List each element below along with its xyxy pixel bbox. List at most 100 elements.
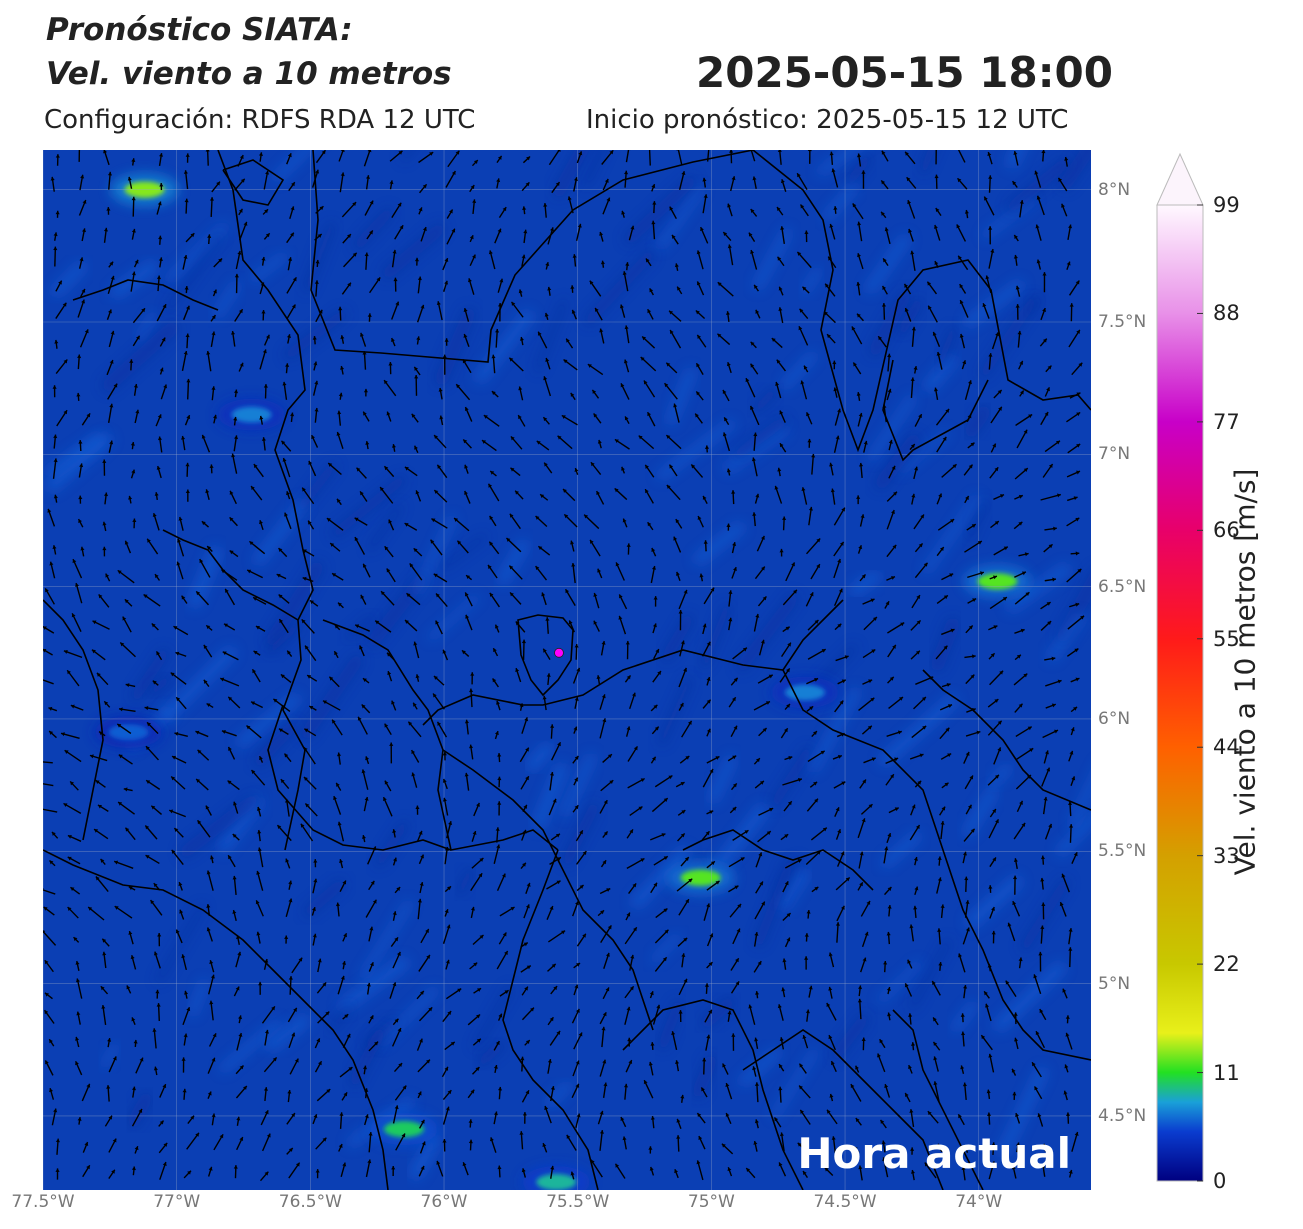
wind-arrow bbox=[576, 151, 583, 164]
wind-arrow bbox=[286, 276, 297, 294]
wind-arrow bbox=[834, 807, 840, 817]
wind-arrow bbox=[835, 655, 849, 662]
wind-arrow bbox=[206, 870, 214, 891]
wind-arrow bbox=[676, 150, 683, 165]
wind-arrow bbox=[467, 1089, 475, 1099]
wind-arrow bbox=[341, 201, 357, 218]
wind-arrow bbox=[145, 745, 159, 761]
wind-arrow bbox=[879, 1119, 887, 1129]
wind-arrow bbox=[181, 954, 188, 971]
wind-arrow bbox=[327, 462, 342, 476]
wind-arrow bbox=[625, 640, 630, 660]
wind-arrow bbox=[184, 990, 189, 999]
wind-arrow bbox=[175, 651, 187, 657]
wind-arrow bbox=[678, 1010, 683, 1023]
wind-arrow bbox=[384, 545, 394, 558]
wind-arrow bbox=[132, 335, 141, 347]
wind-arrow bbox=[364, 200, 374, 216]
wind-arrow bbox=[114, 905, 133, 919]
wind-arrow bbox=[796, 251, 812, 269]
wind-arrow bbox=[1011, 180, 1018, 188]
wind-arrow bbox=[465, 614, 473, 631]
wind-arrow bbox=[303, 776, 317, 790]
wind-arrow bbox=[131, 196, 136, 217]
hotspot-core bbox=[383, 1121, 424, 1138]
wind-arrow bbox=[857, 412, 863, 427]
wind-arrow bbox=[706, 880, 720, 891]
wind-arrow bbox=[205, 624, 213, 631]
wind-arrow bbox=[806, 798, 819, 812]
wind-arrow bbox=[444, 1041, 456, 1051]
wind-arrow bbox=[823, 311, 836, 324]
wind-arrow bbox=[696, 1112, 706, 1124]
wind-arrow bbox=[745, 1167, 756, 1179]
wind-arrow bbox=[1042, 1143, 1047, 1152]
wind-arrow bbox=[469, 962, 478, 970]
wind-arrow bbox=[156, 1003, 161, 1022]
wind-arrow bbox=[175, 696, 187, 710]
wind-arrow bbox=[471, 857, 484, 869]
wind-arrow bbox=[253, 463, 264, 478]
wind-arrow bbox=[418, 854, 425, 865]
wind-arrow bbox=[904, 1092, 911, 1103]
wind-arrow bbox=[284, 512, 292, 530]
wind-arrow bbox=[498, 303, 503, 322]
lon-tick-label: 75°W bbox=[687, 1192, 735, 1212]
wind-arrow bbox=[1044, 823, 1053, 840]
wind-arrow bbox=[256, 931, 261, 944]
wind-arrow bbox=[855, 1065, 860, 1073]
wind-arrow bbox=[675, 571, 681, 581]
wind-arrow bbox=[445, 170, 457, 188]
wind-arrow bbox=[565, 338, 574, 349]
wind-arrow bbox=[625, 912, 631, 921]
wind-arrow bbox=[231, 330, 236, 347]
wind-arrow bbox=[932, 1041, 941, 1051]
wind-arrow bbox=[652, 670, 662, 683]
wind-arrow bbox=[587, 363, 604, 376]
wind-arrow bbox=[907, 199, 916, 219]
wind-arrow bbox=[603, 952, 610, 969]
wind-arrow bbox=[108, 1169, 116, 1179]
wind-arrow bbox=[798, 1085, 811, 1099]
wind-arrow bbox=[304, 645, 317, 662]
wind-arrow bbox=[92, 620, 110, 630]
wind-arrow bbox=[885, 773, 895, 786]
wind-arrow bbox=[498, 206, 507, 218]
wind-arrow bbox=[909, 1109, 915, 1128]
wind-streak bbox=[657, 676, 693, 746]
wind-arrow bbox=[547, 930, 566, 943]
wind-arrow bbox=[964, 900, 970, 918]
wind-arrow bbox=[195, 778, 209, 791]
wind-arrow bbox=[621, 210, 626, 218]
wind-arrow bbox=[455, 383, 471, 401]
wind-streak bbox=[101, 1043, 119, 1068]
wind-arrow bbox=[456, 540, 469, 554]
wind-arrow bbox=[702, 699, 712, 709]
wind-arrow bbox=[785, 562, 796, 582]
wind-arrow bbox=[152, 680, 159, 686]
wind-arrow bbox=[1012, 875, 1018, 895]
wind-arrow bbox=[546, 905, 554, 920]
wind-arrow bbox=[374, 620, 392, 633]
wind-streak bbox=[736, 593, 799, 672]
wind-arrow bbox=[286, 491, 291, 500]
wind-arrow bbox=[497, 1165, 502, 1178]
wind-arrow bbox=[413, 445, 419, 454]
wind-arrow bbox=[593, 413, 602, 424]
wind-arrow bbox=[391, 202, 402, 218]
wind-arrow bbox=[668, 464, 678, 477]
wind-arrow bbox=[967, 442, 975, 449]
wind-arrow bbox=[205, 489, 210, 500]
wind-arrow bbox=[234, 178, 246, 191]
wind-streak bbox=[951, 1001, 978, 1033]
wind-arrow bbox=[472, 1038, 482, 1046]
wind-arrow bbox=[1061, 203, 1068, 217]
wind-arrow bbox=[304, 803, 318, 817]
wind-arrow bbox=[56, 409, 68, 427]
wind-arrow bbox=[652, 623, 657, 634]
wind-streak bbox=[1046, 612, 1086, 662]
wind-arrow bbox=[926, 281, 938, 295]
wind-arrow bbox=[365, 899, 377, 918]
wind-arrow bbox=[78, 199, 87, 216]
wind-arrow bbox=[782, 881, 789, 893]
